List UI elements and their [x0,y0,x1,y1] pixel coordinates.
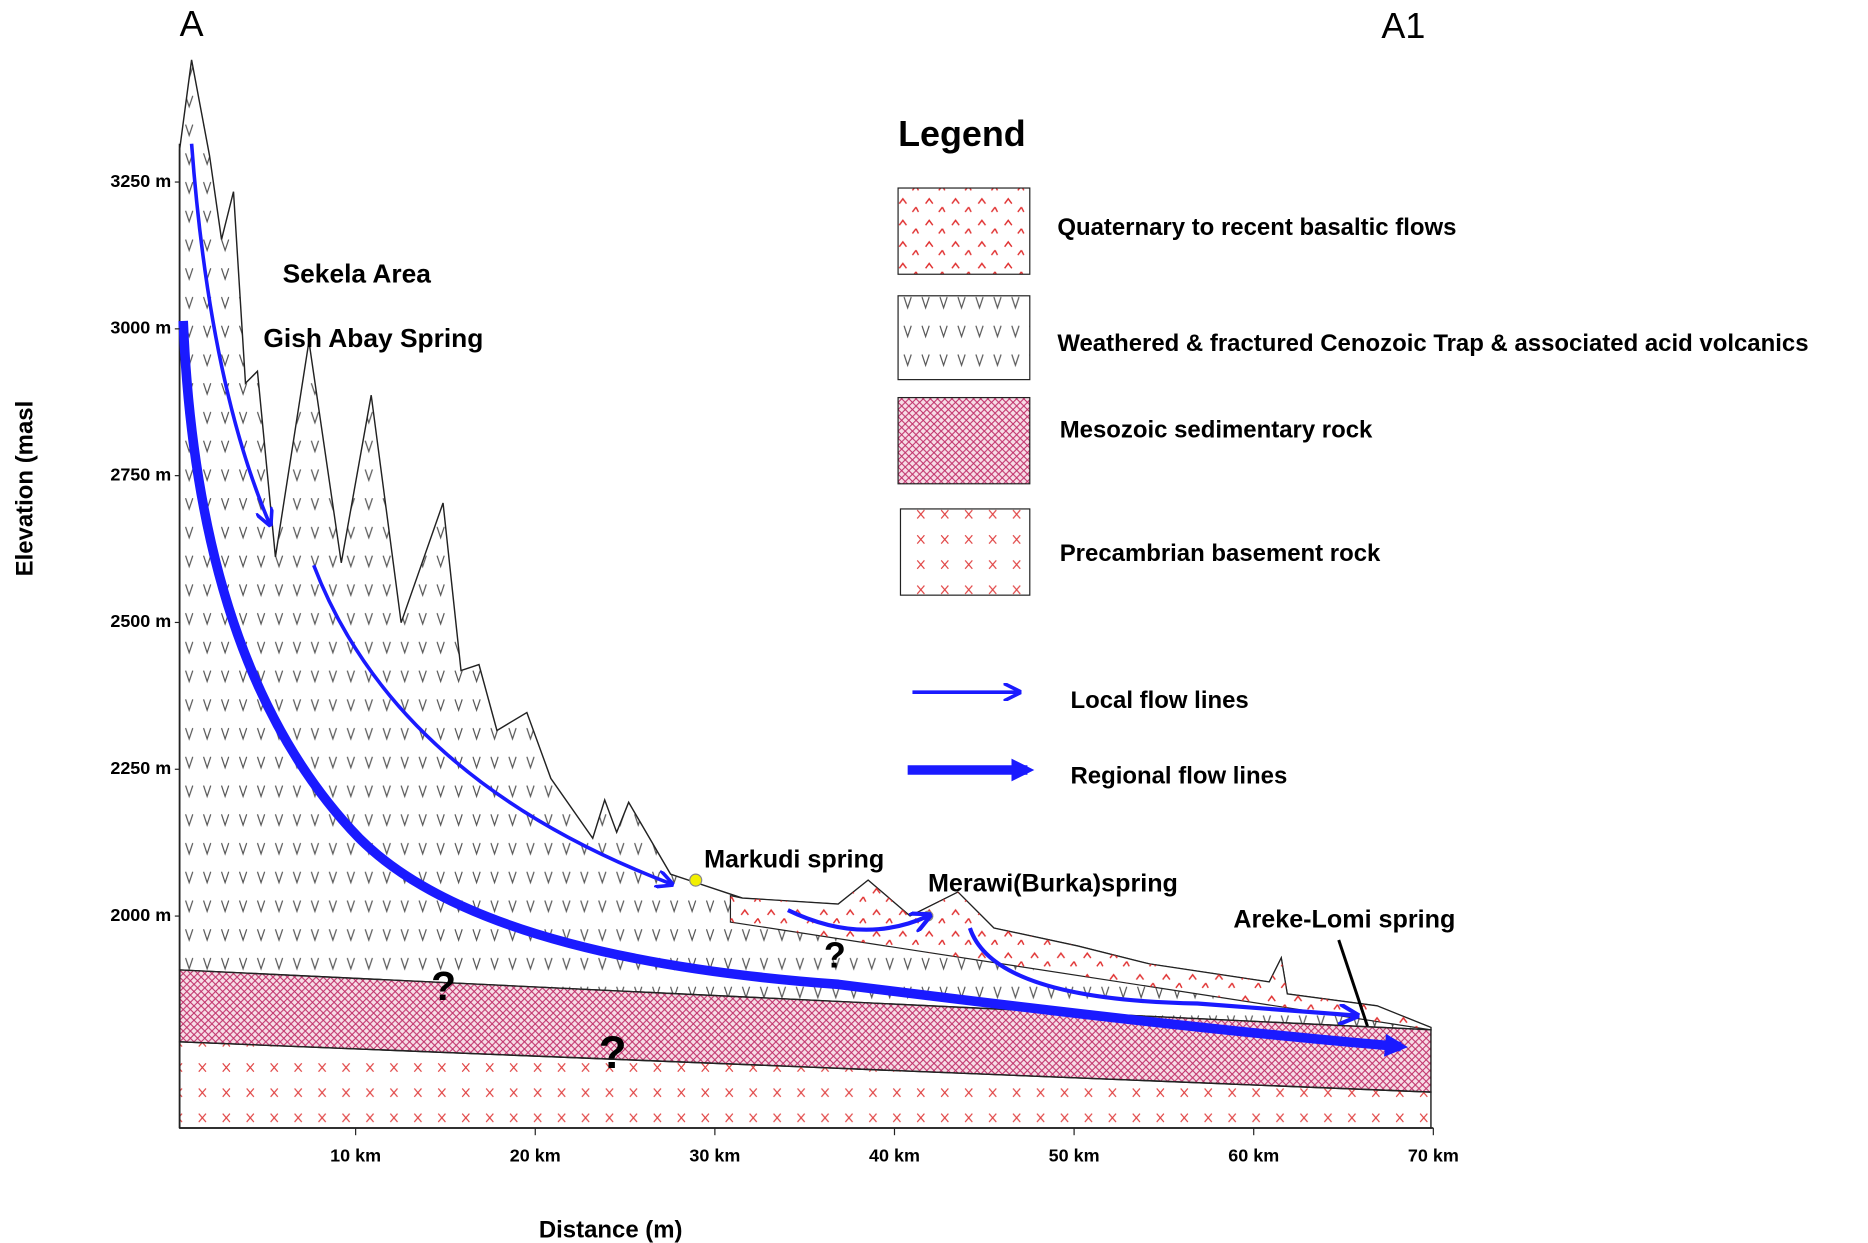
legend-label: Local flow lines [1071,687,1249,714]
regional-flow [178,320,1408,1057]
y-tick-label: 3000 m [110,318,171,338]
spring-marker [689,873,703,887]
geology [178,59,1434,1129]
x-tick-label: 10 km [330,1146,381,1166]
x-tick-label: 60 km [1228,1146,1279,1166]
legend-swatch [897,295,1031,381]
annotation: Sekela Area [283,258,432,288]
labels: A A1 Sekela Area Gish Abay Spring Markud… [12,3,1456,1243]
unknown-mark: ? [824,934,846,975]
y-tick-label: 3250 m [110,171,171,191]
local-flow [312,564,671,884]
unknown-mark: ? [599,1027,627,1078]
legend-label: Quaternary to recent basaltic flows [1057,214,1456,241]
legend-label: Weathered & fractured Cenozoic Trap & as… [1057,330,1808,357]
local-flow [967,927,1356,1015]
section-end: A1 [1381,5,1425,46]
y-axis-title: Elevation (masl [12,401,39,577]
legend-label: Mesozoic sedimentary rock [1060,416,1373,443]
legend-label: Regional flow lines [1071,762,1288,789]
x-tick-label: 20 km [510,1146,561,1166]
x-axis-title: Distance (m) [539,1216,683,1243]
legend-swatch [897,187,1031,275]
local-flow [189,143,270,524]
y-tick-label: 2500 m [110,611,171,631]
y-tick-label: 2000 m [110,905,171,925]
pointer [1337,939,1369,1027]
legend-title: Legend [898,113,1026,154]
flow-lines [178,143,1408,1057]
unknown-mark: ? [431,963,456,1009]
legend-label: Precambrian basement rock [1060,540,1381,567]
annotation: Markudi spring [704,846,884,874]
legend-swatch [897,396,1031,485]
section-start: A [180,3,204,44]
annotation: Gish Abay Spring [263,323,483,353]
legend: Legend Quaternary to recent basaltic flo… [897,113,1809,789]
legend-swatch [899,508,1031,596]
y-tick-label: 2250 m [110,758,171,778]
annotation: Areke-Lomi spring [1233,905,1455,933]
x-tick-label: 30 km [689,1146,740,1166]
y-tick-label: 2750 m [110,464,171,484]
x-tick-label: 50 km [1049,1146,1100,1166]
axis-ticks: 3250 m 3000 m 2750 m 2500 m 2250 m 2000 m 10 k… [110,171,1458,1166]
x-tick-label: 70 km [1408,1146,1459,1166]
basalt-pattern [730,880,1431,1030]
x-tick-label: 40 km [869,1146,920,1166]
local-flow [787,908,928,930]
annotation: Merawi(Burka)spring [928,870,1178,898]
